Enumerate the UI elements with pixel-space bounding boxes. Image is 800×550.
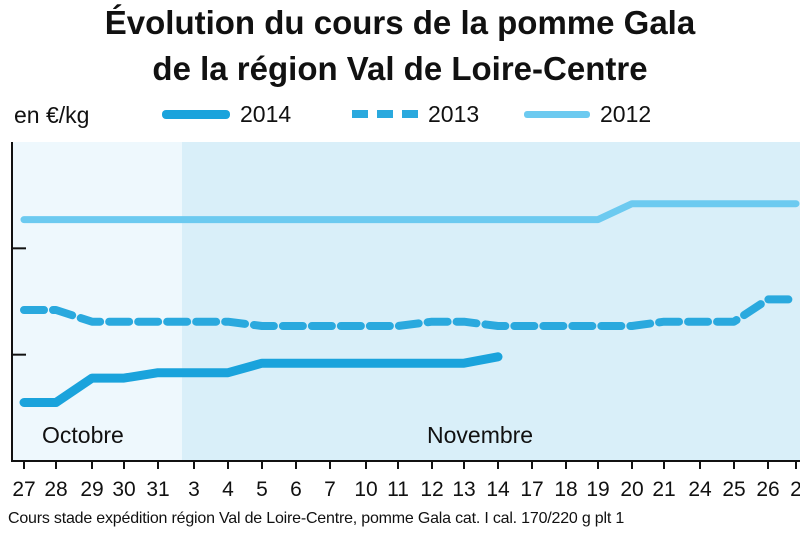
x-tick-labels: 27 28 29 30 31 3 4 5 6 7 10 11 12 13 14 17 18 19 20 21 24 25 2… bbox=[12, 478, 800, 501]
y-ticks bbox=[12, 247, 26, 356]
month-label-octobre: Octobre bbox=[42, 422, 124, 448]
x-tick-label-9: 7 bbox=[324, 478, 336, 501]
x-tick-label-10: 10 bbox=[354, 478, 377, 501]
series-layer bbox=[19, 200, 800, 407]
x-tick-label-8: 6 bbox=[290, 478, 302, 501]
x-tick-label-6: 4 bbox=[222, 478, 234, 501]
series-line-2014 bbox=[19, 352, 503, 407]
x-tick-label-15: 17 bbox=[520, 478, 543, 501]
x-tick-label-7: 5 bbox=[256, 478, 268, 501]
legend-item-2013: 2013 bbox=[352, 98, 502, 130]
x-tick-label-21: 25 bbox=[722, 478, 745, 501]
legend-label-2012: 2012 bbox=[600, 101, 652, 127]
band-octobre bbox=[12, 142, 182, 460]
source-footnote: Cours stade expédition région Val de Loi… bbox=[8, 510, 625, 527]
x-tick-label-11: 11 bbox=[387, 478, 409, 501]
series-line-2013 bbox=[20, 295, 800, 330]
legend-swatch-2014 bbox=[162, 110, 230, 119]
legend-swatch-2012 bbox=[524, 111, 590, 118]
x-tick-label-12: 12 bbox=[420, 478, 443, 501]
x-tick-label-16: 18 bbox=[554, 478, 577, 501]
legend-item-2014: 2014 bbox=[162, 98, 312, 130]
x-tick-label-17: 19 bbox=[586, 478, 609, 501]
x-tick-label-2: 29 bbox=[80, 478, 103, 501]
chart-title-line-2: de la région Val de Loire-Centre bbox=[152, 50, 648, 87]
legend-swatch-2013 bbox=[352, 110, 418, 118]
legend-label-2013: 2013 bbox=[428, 101, 480, 127]
x-tick-label-23: 2 bbox=[790, 478, 800, 501]
x-tick-label-4: 31 bbox=[146, 478, 169, 501]
x-ticks bbox=[23, 461, 797, 469]
x-tick-label-3: 30 bbox=[112, 478, 135, 501]
month-label-novembre: Novembre bbox=[427, 422, 533, 448]
band-novembre bbox=[182, 142, 800, 460]
chart-title-line-1: Évolution du cours de la pomme Gala bbox=[104, 4, 696, 41]
x-tick-label-18: 20 bbox=[620, 478, 643, 501]
x-tick-label-5: 3 bbox=[188, 478, 200, 501]
y-unit-label: en €/kg bbox=[14, 102, 90, 128]
x-tick-label-1: 28 bbox=[44, 478, 67, 501]
legend-item-2012: 2012 bbox=[524, 98, 674, 130]
x-tick-label-20: 24 bbox=[688, 478, 712, 501]
series-line-2012 bbox=[20, 200, 800, 224]
x-tick-label-22: 26 bbox=[756, 478, 779, 501]
legend-label-2014: 2014 bbox=[240, 101, 292, 127]
x-tick-label-13: 13 bbox=[452, 478, 475, 501]
x-tick-label-19: 21 bbox=[652, 478, 675, 501]
x-tick-label-14: 14 bbox=[486, 478, 510, 501]
x-tick-label-0: 27 bbox=[12, 478, 35, 501]
